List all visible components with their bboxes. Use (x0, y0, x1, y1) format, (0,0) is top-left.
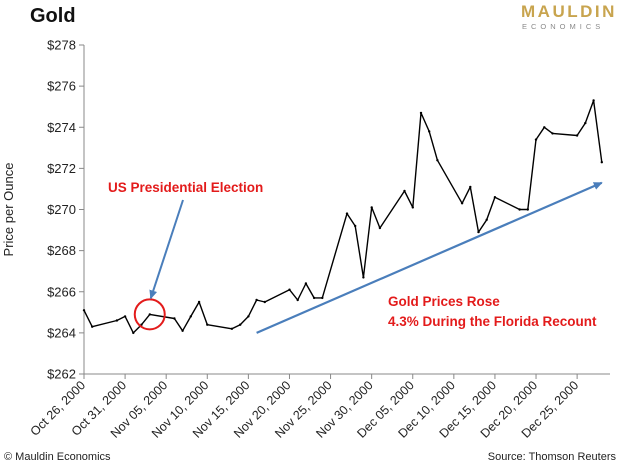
y-tick-label: $276 (47, 79, 76, 94)
price-point (263, 300, 266, 304)
price-point (206, 323, 209, 326)
price-point (181, 329, 184, 332)
price-point (173, 317, 176, 320)
price-point (436, 159, 439, 162)
price-point (91, 325, 94, 328)
y-tick-label: $268 (47, 243, 76, 258)
price-point (526, 208, 529, 211)
y-tick-label: $262 (47, 367, 76, 382)
price-point (304, 282, 308, 285)
brand-logo-wordmark: MAULDIN (521, 2, 617, 21)
price-point (247, 315, 250, 318)
y-tick-label: $266 (47, 284, 76, 299)
recount-annotation-line2: 4.3% During the Florida Recount (388, 314, 597, 329)
price-point (551, 132, 554, 135)
price-point (600, 161, 603, 164)
price-point (419, 111, 423, 115)
price-point (82, 309, 86, 312)
price-point (460, 202, 464, 205)
election-pointer-arrow (149, 199, 184, 300)
price-point (592, 99, 595, 102)
price-point (255, 298, 258, 302)
price-point (197, 300, 201, 304)
recount-annotation-line1: Gold Prices Rose (388, 294, 500, 309)
footer-copyright: © Mauldin Economics (4, 451, 111, 463)
election-annotation-label: US Presidential Election (108, 180, 263, 195)
price-point (428, 130, 431, 133)
price-point (584, 121, 587, 125)
price-point (469, 185, 472, 189)
y-tick-label: $270 (47, 202, 76, 217)
price-point (230, 327, 234, 330)
price-point (534, 138, 538, 141)
chart-title: Gold (30, 5, 76, 27)
price-point (575, 134, 579, 137)
price-point (115, 319, 119, 322)
brand-logo-subtitle: ECONOMICS (522, 22, 605, 31)
price-point (485, 218, 488, 221)
price-point (148, 313, 151, 316)
price-point (354, 224, 357, 228)
price-point (345, 212, 349, 215)
price-point (296, 298, 299, 302)
price-point (321, 296, 324, 300)
footer-source: Source: Thomson Reuters (487, 451, 616, 463)
price-point (411, 206, 414, 209)
price-point (239, 323, 242, 326)
price-point (518, 208, 521, 211)
y-tick-label: $274 (47, 120, 76, 135)
price-point (370, 206, 373, 209)
election-highlight-circle (133, 298, 166, 331)
y-tick-label: $272 (47, 161, 76, 176)
price-point (132, 331, 135, 335)
price-point (543, 126, 546, 129)
price-point (477, 230, 480, 234)
price-point (288, 288, 291, 291)
price-point (123, 315, 127, 318)
y-axis-label: Price per Ounce (1, 163, 16, 257)
price-point (493, 196, 497, 199)
trend-arrow (256, 181, 603, 334)
price-series-line (83, 99, 603, 334)
y-tick-label: $264 (47, 325, 76, 340)
price-point (189, 315, 192, 318)
y-tick-label: $278 (47, 38, 76, 53)
price-point (403, 189, 406, 193)
price-point (378, 226, 382, 230)
price-point (312, 296, 316, 300)
price-point (362, 276, 365, 279)
